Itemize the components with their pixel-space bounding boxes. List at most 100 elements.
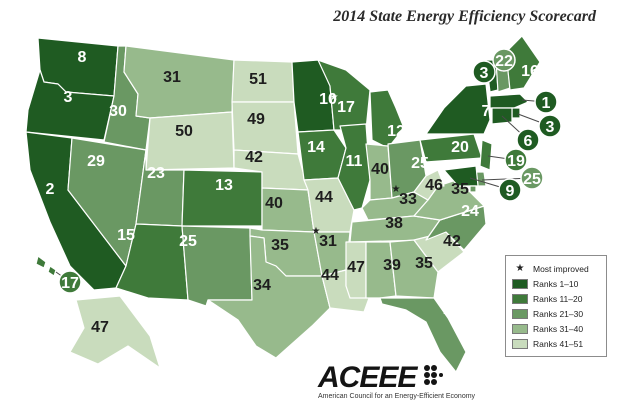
- state-rank-pa: 20: [451, 139, 469, 156]
- state-sd: [231, 101, 299, 155]
- state-rank-md: 9: [506, 183, 515, 200]
- state-rank-mn: 10: [319, 91, 337, 108]
- most-improved-star-icon: ★: [392, 184, 401, 195]
- state-rank-va: 35: [451, 181, 469, 198]
- state-me: [505, 35, 541, 91]
- state-rank-ny: 7: [482, 103, 491, 120]
- state-al: [365, 241, 397, 299]
- legend-label: Ranks 31–40: [533, 323, 584, 334]
- logo-tagline: American Council for an Energy-Efficient…: [318, 393, 476, 400]
- state-ma: [489, 93, 529, 109]
- star-icon: ★: [515, 263, 525, 274]
- callout-circle-ri: [538, 114, 562, 138]
- state-fl: [379, 297, 467, 373]
- callout-circle-ma: [534, 90, 558, 114]
- state-hi: [35, 255, 57, 277]
- state-ga: [389, 239, 439, 299]
- state-rank-sc: 42: [443, 233, 461, 250]
- state-wy: [145, 111, 235, 171]
- state-rank-tx: 34: [253, 277, 271, 294]
- state-layer: [25, 35, 541, 373]
- legend-item: Ranks 41–51: [512, 336, 600, 351]
- state-rank-nc: 24: [461, 203, 479, 220]
- aceee-logo: ACEEE American Council for an Energy-Eff…: [318, 361, 476, 401]
- logo-dots-icon: [423, 365, 443, 385]
- state-rank-sd: 49: [247, 111, 265, 128]
- state-rank-fl: 28: [443, 301, 461, 318]
- state-rank-vt: 3: [480, 65, 489, 82]
- state-nj: [479, 139, 493, 171]
- state-rank-mo: 44: [315, 189, 333, 206]
- state-rank-ak: 47: [91, 319, 109, 336]
- legend-swatch-ranks-31-40: [512, 323, 528, 334]
- legend-item: Ranks 11–20: [512, 291, 600, 306]
- legend-swatch-ranks-1-10: [512, 278, 528, 289]
- most-improved-star-icon: ★: [330, 92, 339, 103]
- callout-circle-md: [498, 178, 522, 202]
- state-tx: [207, 235, 331, 359]
- state-md: [443, 165, 479, 187]
- legend-label: Ranks 41–51: [533, 338, 584, 349]
- legend-label: Ranks 21–30: [533, 308, 584, 319]
- state-rank-ct: 6: [524, 133, 533, 150]
- state-ri: [511, 107, 521, 119]
- state-rank-dc: 21: [561, 171, 579, 188]
- callout-circle-nj: [504, 148, 528, 172]
- state-rank-ga: 35: [415, 255, 433, 272]
- state-rank-ks: 40: [265, 195, 283, 212]
- state-rank-or: 3: [64, 89, 73, 106]
- state-rank-tn: 38: [385, 215, 403, 232]
- callout-circle-nh: [492, 48, 516, 72]
- legend-swatch-ranks-21-30: [512, 308, 528, 319]
- state-rank-ma: 1: [542, 95, 551, 112]
- state-rank-in: 40: [371, 161, 389, 178]
- legend-swatch-ranks-41-51: [512, 338, 528, 349]
- state-rank-wv: 46: [425, 177, 443, 194]
- legend-swatch-ranks-11-20: [512, 293, 528, 304]
- state-rank-nv: 29: [87, 153, 105, 170]
- state-rank-mt: 31: [163, 69, 181, 86]
- state-rank-ut: 23: [147, 165, 165, 182]
- callout-circle-de: [520, 166, 544, 190]
- state-rank-id: 30: [109, 103, 127, 120]
- state-rank-hi: 17: [61, 275, 79, 292]
- state-rank-wi: 17: [337, 99, 355, 116]
- state-rank-la: 44: [321, 267, 339, 284]
- state-rank-ne: 42: [245, 149, 263, 166]
- state-rank-al: 39: [383, 257, 401, 274]
- state-rank-oh: 25: [411, 155, 429, 172]
- legend-most-improved-label: Most improved: [533, 263, 589, 274]
- state-rank-mi: 12: [387, 123, 405, 140]
- state-rank-ia: 14: [307, 139, 325, 156]
- state-rank-nm: 25: [179, 233, 197, 250]
- state-rank-nj: 19: [507, 153, 525, 170]
- state-rank-wy: 50: [175, 123, 193, 140]
- map-title: 2014 State Energy Efficiency Scorecard: [333, 8, 596, 25]
- most-improved-star-icon: ★: [554, 164, 563, 175]
- label-layer: 832302931502315132551494240353410144431★…: [46, 48, 579, 336]
- legend-label: Ranks 11–20: [533, 293, 583, 304]
- state-mi: [369, 89, 405, 149]
- state-rank-de: 25: [523, 171, 541, 188]
- callout-circle-ct: [516, 128, 540, 152]
- state-wv: [413, 169, 445, 201]
- logo-word: ACEEE: [318, 361, 417, 394]
- state-rank-il: 11: [346, 153, 363, 170]
- state-rank-me: 16: [521, 63, 539, 80]
- state-ny: [425, 83, 491, 135]
- callout-circle-hi: [58, 270, 82, 294]
- state-il: [337, 123, 371, 211]
- legend-most-improved: ★ Most improved: [512, 261, 600, 276]
- most-improved-star-icon: ★: [312, 226, 321, 237]
- state-dc: [469, 185, 477, 193]
- state-rank-ri: 3: [546, 119, 555, 136]
- state-ak: [69, 295, 161, 369]
- state-rank-ar: 31: [319, 233, 337, 250]
- callout-circle-vt: [472, 60, 496, 84]
- legend-item: Ranks 1–10: [512, 276, 600, 291]
- legend-item: Ranks 21–30: [512, 306, 600, 321]
- legend-item: Ranks 31–40: [512, 321, 600, 336]
- state-rank-az: 15: [117, 227, 135, 244]
- state-rank-nh: 22: [495, 53, 513, 70]
